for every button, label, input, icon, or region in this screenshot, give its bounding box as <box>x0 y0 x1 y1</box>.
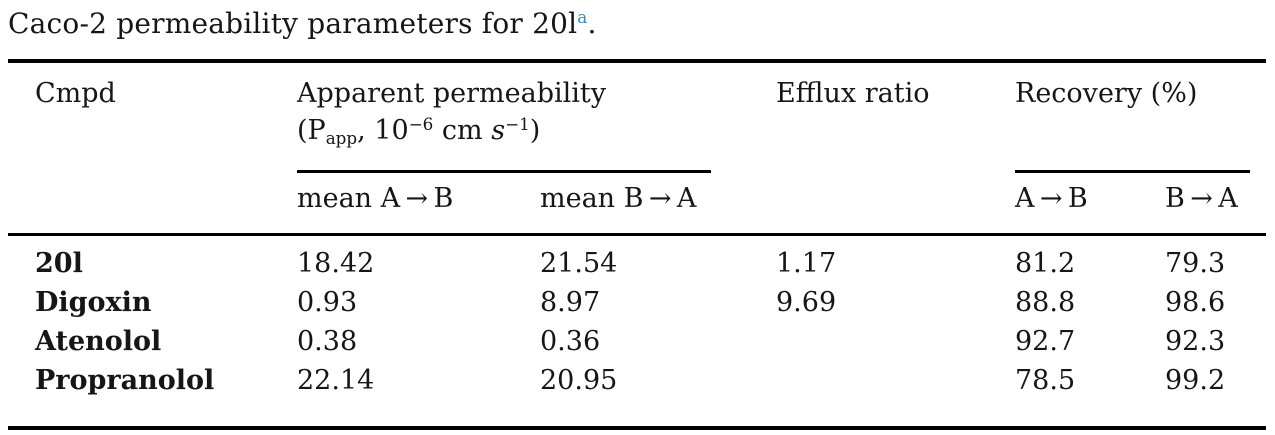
data-table: Cmpd Apparent permeability (Papp, 10−6 c… <box>8 59 1266 430</box>
caption-period: . <box>587 7 597 40</box>
subcol-b-to-a: B → A <box>1165 183 1238 214</box>
recovery-subcolumn-group: A → B B → A <box>1015 170 1250 233</box>
col-header-cmpd: Cmpd <box>35 78 116 109</box>
compound-name: Propranolol <box>35 365 215 396</box>
cell-efflux-ratio <box>776 361 1015 400</box>
apparent-permeability-label: Apparent permeability <box>297 78 607 109</box>
cell-recovery-b-to-a: 79.3 <box>1165 248 1226 279</box>
cell-recovery-b-to-a: 98.6 <box>1165 287 1226 318</box>
cell-mean-a-to-b: 18.42 <box>297 248 375 279</box>
table-row: 20l 18.42 21.54 1.17 81.2 79.3 <box>8 244 1266 283</box>
table-row: Atenolol 0.38 0.36 92.7 92.3 <box>8 322 1266 361</box>
papp-comma-ten: , 10 <box>357 115 409 146</box>
caption-text: Caco-2 permeability parameters for 20l <box>8 7 578 40</box>
cell-efflux-ratio <box>776 322 1015 361</box>
cell-mean-a-to-b: 22.14 <box>297 365 375 396</box>
cell-recovery-a-to-b: 81.2 <box>1015 248 1076 279</box>
footnote-marker-a[interactable]: a <box>577 7 588 27</box>
col-header-efflux-ratio: Efflux ratio <box>776 78 930 109</box>
cell-recovery-a-to-b: 92.7 <box>1015 326 1076 357</box>
cell-mean-b-to-a: 21.54 <box>540 248 618 279</box>
cell-efflux-ratio: 1.17 <box>776 248 837 279</box>
compound-name: Digoxin <box>35 287 152 318</box>
papp-cm: cm <box>433 115 492 146</box>
cell-recovery-a-to-b: 78.5 <box>1015 365 1076 396</box>
papp-exponent-minus6: −6 <box>408 114 434 134</box>
papp-exponent-minus1: −1 <box>505 114 530 134</box>
subcol-mean-b-to-a: mean B → A <box>540 183 697 214</box>
papp-subcolumn-group: mean A → B mean B → A <box>297 170 711 233</box>
subcol-mean-a-to-b: mean A → B <box>297 183 454 214</box>
papp-subscript: app <box>325 128 358 148</box>
cell-recovery-b-to-a: 99.2 <box>1165 365 1226 396</box>
compound-name: Atenolol <box>35 326 162 357</box>
compound-name: 20l <box>35 248 83 279</box>
table-body: 20l 18.42 21.54 1.17 81.2 79.3 Digoxin 0… <box>8 233 1266 426</box>
col-header-apparent-permeability: Apparent permeability (Papp, 10−6 cm s−1… <box>297 75 776 170</box>
subcol-a-to-b: A → B <box>1015 183 1088 214</box>
papp-open-paren: (P <box>297 115 326 146</box>
cell-mean-a-to-b: 0.93 <box>297 287 358 318</box>
table-subheader-row: mean A → B mean B → A A → B B → A <box>8 170 1266 233</box>
cell-mean-a-to-b: 0.38 <box>297 326 358 357</box>
table-header-row: Cmpd Apparent permeability (Papp, 10−6 c… <box>8 63 1266 170</box>
papp-close-paren: ) <box>529 115 541 146</box>
table-row: Propranolol 22.14 20.95 78.5 99.2 <box>8 361 1266 400</box>
cell-mean-b-to-a: 8.97 <box>540 287 601 318</box>
table-row: Digoxin 0.93 8.97 9.69 88.8 98.6 <box>8 283 1266 322</box>
papp-seconds: s <box>491 115 506 146</box>
papp-units-line: (Papp, 10−6 cm s−1) <box>297 112 776 149</box>
cell-recovery-a-to-b: 88.8 <box>1015 287 1076 318</box>
cell-efflux-ratio: 9.69 <box>776 287 837 318</box>
cell-mean-b-to-a: 0.36 <box>540 326 601 357</box>
cell-recovery-b-to-a: 92.3 <box>1165 326 1226 357</box>
cell-mean-b-to-a: 20.95 <box>540 365 618 396</box>
col-header-recovery: Recovery (%) <box>1015 78 1198 109</box>
table-caption: Caco-2 permeability parameters for 20la. <box>8 5 1267 43</box>
